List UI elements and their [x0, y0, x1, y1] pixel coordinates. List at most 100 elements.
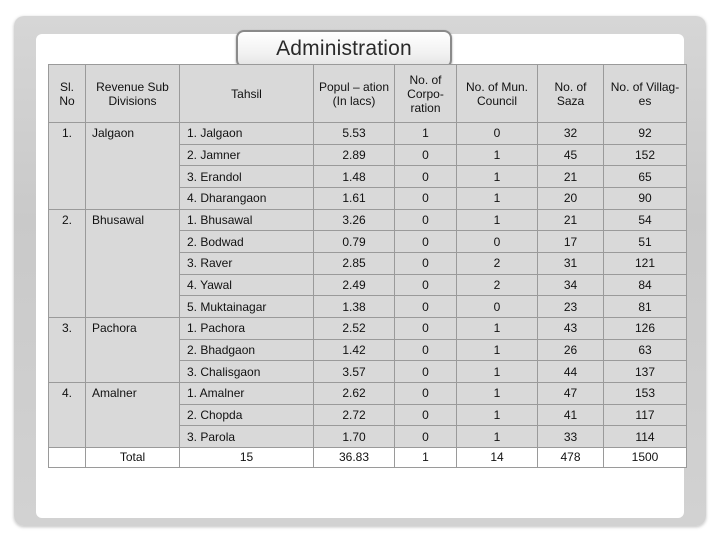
administration-table-container: Sl. No Revenue Sub Divisions Tahsil Popu…: [48, 64, 687, 469]
population-cell: 0.79: [313, 230, 395, 253]
mun-council-cell: 1: [456, 403, 538, 427]
corporation-cell: 1: [394, 122, 457, 145]
villages-cell: 51: [603, 230, 687, 253]
mun-council-cell: 1: [456, 186, 538, 210]
revenue-division-cell: Pachora: [85, 316, 180, 383]
population-cell: 1.42: [313, 338, 395, 362]
tahsil-cell: 2. Chopda: [179, 403, 314, 427]
header-row: Sl. No Revenue Sub Divisions Tahsil Popu…: [48, 64, 687, 123]
villages-cell: 121: [603, 251, 687, 275]
table-row: 4. Yawal 2.49 0 2 34 84: [49, 273, 687, 297]
title-box: Administration: [236, 30, 452, 68]
villages-cell: 81: [603, 295, 687, 318]
corporation-cell: 0: [394, 165, 457, 188]
saza-cell: 21: [537, 208, 604, 232]
total-row: Total 15 36.83 1 14 478 1500: [48, 446, 687, 469]
population-cell: 2.85: [313, 251, 395, 275]
saza-cell: 34: [537, 273, 604, 297]
corporation-cell: 0: [394, 251, 457, 275]
population-cell: 1.70: [313, 425, 395, 448]
tahsil-cell: 3. Chalisgaon: [179, 360, 314, 383]
mun-council-cell: 0: [456, 122, 538, 145]
corporation-cell: 0: [394, 273, 457, 297]
tahsil-cell: 4. Yawal: [179, 273, 314, 297]
total-population-cell: 36.83: [313, 446, 395, 469]
table-row: 3. Pachora 1. Pachora 2.52 0 1 43 126: [48, 316, 687, 383]
corporation-cell: 0: [394, 403, 457, 427]
header-tahsil: Tahsil: [179, 64, 314, 123]
villages-cell: 63: [603, 338, 687, 362]
table-row: 2. Jamner 2.89 0 1 45 152: [49, 143, 687, 167]
total-label-cell: Total: [85, 446, 180, 469]
mun-council-cell: 1: [456, 165, 538, 188]
table-row: 3. Raver 2.85 0 2 31 121: [49, 251, 687, 275]
population-cell: 1.38: [313, 295, 395, 318]
tahsil-cell: 3. Parola: [179, 425, 314, 448]
mun-council-cell: 1: [456, 208, 538, 232]
saza-cell: 45: [537, 143, 604, 167]
tahsil-cell: 4. Dharangaon: [179, 186, 314, 210]
sl-no-cell: 1.: [48, 122, 86, 210]
villages-cell: 92: [603, 122, 687, 145]
revenue-division-cell: Jalgaon: [85, 122, 180, 210]
table-row: 4. Dharangaon 1.61 0 1 20 90: [49, 186, 687, 210]
table-body: 1. Jalgaon 1. Jalgaon 5.53 1 0 32 92 2. Jamner 2.…: [48, 122, 687, 469]
saza-cell: 33: [537, 425, 604, 448]
header-mun-council: No. of Mun. Council: [456, 64, 538, 123]
population-cell: 1.48: [313, 165, 395, 188]
corporation-cell: 0: [394, 143, 457, 167]
page-title: Administration: [276, 37, 412, 60]
villages-cell: 152: [603, 143, 687, 167]
villages-cell: 117: [603, 403, 687, 427]
tahsil-cell: 2. Bodwad: [179, 230, 314, 253]
sl-no-cell: 2.: [48, 208, 86, 318]
villages-cell: 137: [603, 360, 687, 383]
corporation-cell: 0: [394, 186, 457, 210]
saza-cell: 21: [537, 165, 604, 188]
saza-cell: 41: [537, 403, 604, 427]
mun-council-cell: 1: [456, 360, 538, 383]
corporation-cell: 0: [394, 316, 457, 340]
saza-cell: 17: [537, 230, 604, 253]
mun-council-cell: 1: [456, 381, 538, 405]
mun-council-cell: 1: [456, 143, 538, 167]
population-cell: 3.26: [313, 208, 395, 232]
population-cell: 2.52: [313, 316, 395, 340]
villages-cell: 54: [603, 208, 687, 232]
total-villages-cell: 1500: [603, 446, 687, 469]
corporation-cell: 0: [394, 381, 457, 405]
mun-council-cell: 1: [456, 425, 538, 448]
total-mun-council-cell: 14: [456, 446, 538, 469]
header-revenue-sub-divisions: Revenue Sub Divisions: [85, 64, 180, 123]
tahsil-cell: 5. Muktainagar: [179, 295, 314, 318]
table-row: 1. Jalgaon 1. Jalgaon 5.53 1 0 32 92: [48, 122, 687, 210]
header-sl-no: Sl. No: [48, 64, 86, 123]
header-villages: No. of Villag-es: [603, 64, 687, 123]
header-corporation: No. of Corpo- ration: [394, 64, 457, 123]
corporation-cell: 0: [394, 230, 457, 253]
population-cell: 2.72: [313, 403, 395, 427]
corporation-cell: 0: [394, 338, 457, 362]
revenue-division-cell: Amalner: [85, 381, 180, 448]
tahsil-cell: 1. Jalgaon: [179, 122, 314, 145]
corporation-cell: 0: [394, 425, 457, 448]
table-row: 4. Amalner 1. Amalner 2.62 0 1 47 153: [48, 381, 687, 448]
tahsil-cell: 2. Jamner: [179, 143, 314, 167]
table-row: 2. Chopda 2.72 0 1 41 117: [49, 403, 687, 427]
population-cell: 2.62: [313, 381, 395, 405]
mun-council-cell: 0: [456, 295, 538, 318]
mun-council-cell: 2: [456, 273, 538, 297]
villages-cell: 114: [603, 425, 687, 448]
tahsil-cell: 1. Bhusawal: [179, 208, 314, 232]
sl-no-cell: 4.: [48, 381, 86, 448]
corporation-cell: 0: [394, 295, 457, 318]
corporation-cell: 0: [394, 360, 457, 383]
population-cell: 5.53: [313, 122, 395, 145]
table-row: 2. Bhusawal 1. Bhusawal 3.26 0 1 21 54: [48, 208, 687, 318]
saza-cell: 32: [537, 122, 604, 145]
total-saza-cell: 478: [537, 446, 604, 469]
tahsil-cell: 1. Pachora: [179, 316, 314, 340]
tahsil-cell: 2. Bhadgaon: [179, 338, 314, 362]
revenue-division-cell: Bhusawal: [85, 208, 180, 318]
villages-cell: 65: [603, 165, 687, 188]
